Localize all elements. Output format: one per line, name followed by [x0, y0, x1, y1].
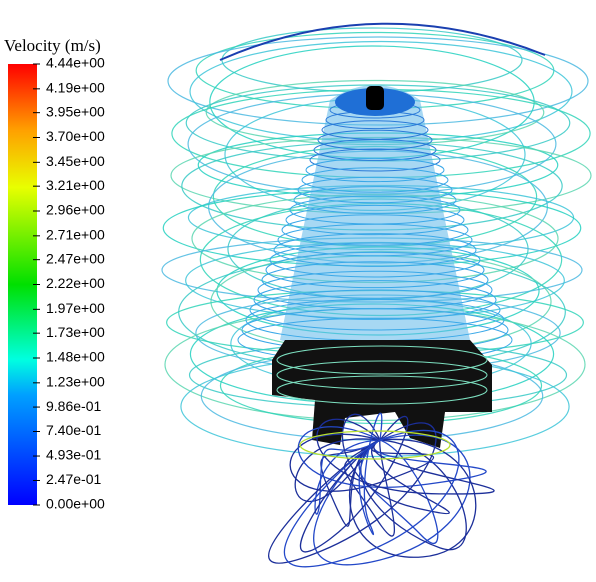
legend-title: Velocity (m/s) [4, 36, 101, 55]
bottom-loop [358, 439, 439, 544]
hub-line [317, 129, 433, 151]
tick-label: 1.23e+00 [46, 374, 105, 390]
tick-label: 4.19e+00 [46, 80, 105, 96]
hub-line [313, 139, 437, 161]
swirl-top [219, 22, 546, 61]
bottom-loop [283, 429, 460, 568]
hub-line [265, 251, 485, 289]
tick-label: 3.45e+00 [46, 153, 105, 169]
bottom-loop [316, 418, 495, 495]
hub-line [273, 233, 477, 267]
tick-label: 2.47e+00 [46, 250, 105, 266]
tick-label: 3.95e+00 [46, 103, 105, 119]
hub-line [305, 157, 445, 183]
hub-line [281, 214, 469, 246]
tick-label: 2.47e-01 [46, 471, 101, 487]
tick-group: 4.44e+00 4.19e+00 3.95e+00 3.70e+00 3.45e+00… [33, 55, 105, 512]
tick-label: 2.71e+00 [46, 227, 105, 243]
bottom-loop [358, 412, 383, 535]
tick-label: 2.96e+00 [46, 202, 105, 218]
tick-label: 0.00e+00 [46, 496, 105, 512]
tick-label: 9.86e-01 [46, 398, 101, 414]
hub-line [261, 261, 489, 299]
color-bar [8, 64, 37, 505]
tick-label: 4.93e-01 [46, 447, 101, 463]
hub-line [277, 223, 473, 257]
tick-label: 3.70e+00 [46, 128, 105, 144]
bottom-loop [299, 415, 409, 553]
bottom-loop [349, 438, 477, 558]
streamlines [161, 22, 592, 568]
hub-cone [280, 85, 470, 355]
hub-line [309, 148, 441, 172]
tick-label: 1.48e+00 [46, 349, 105, 365]
hub-line [253, 280, 497, 320]
hub-line [269, 242, 481, 278]
tick-label: 1.97e+00 [46, 300, 105, 316]
shaft [366, 86, 384, 110]
tick-label: 3.21e+00 [46, 177, 105, 193]
hub-line [297, 176, 453, 204]
tick-label: 1.73e+00 [46, 324, 105, 340]
impeller-line [276, 360, 488, 390]
bottom-loop [268, 422, 437, 564]
impeller-line [276, 345, 488, 375]
ring-yellow [299, 430, 451, 460]
bottom-loop [314, 439, 381, 515]
hub-line [285, 204, 465, 236]
tick-label: 2.22e+00 [46, 275, 105, 291]
hub-line [301, 167, 449, 193]
impeller-line [276, 375, 488, 405]
impeller [272, 340, 492, 448]
tick-label: 7.40e-01 [46, 422, 101, 438]
hub-line [293, 186, 457, 214]
hub-line [249, 289, 501, 331]
tick-label: 4.44e+00 [46, 55, 105, 71]
bottom-loop [289, 433, 434, 492]
bottom-loop [360, 439, 467, 551]
